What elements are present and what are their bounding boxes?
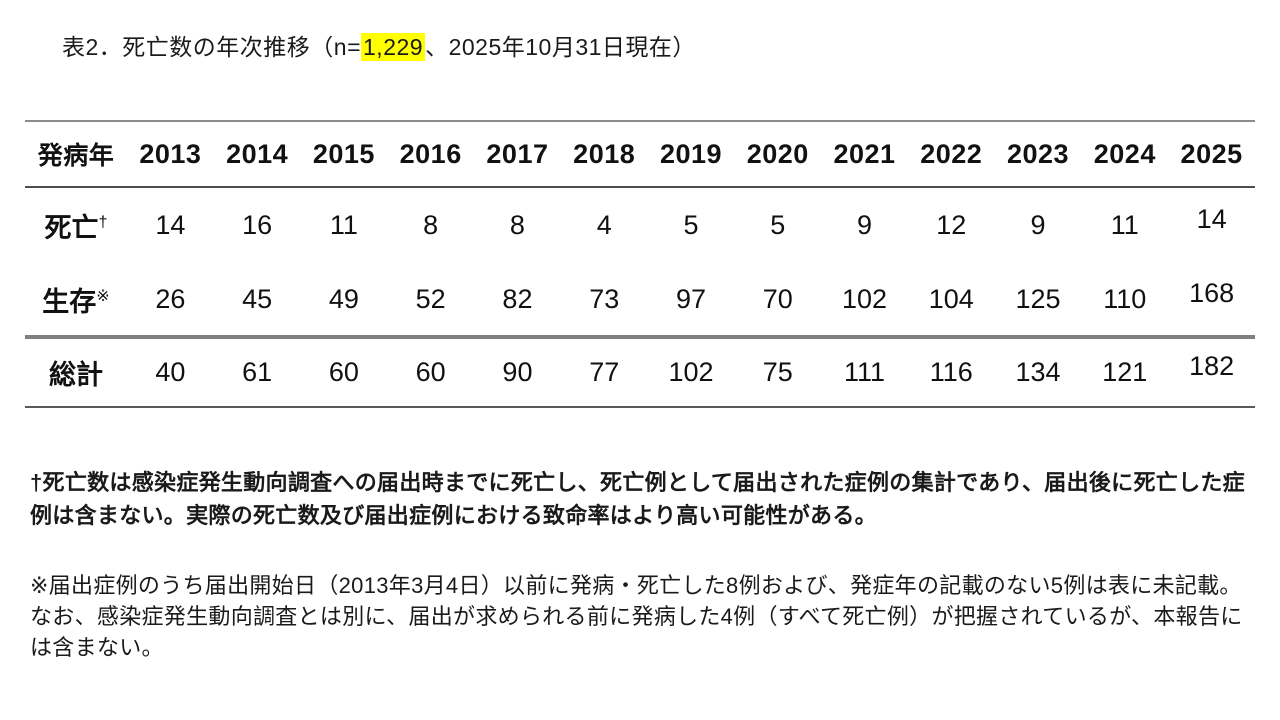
- data-cell: 12: [936, 210, 967, 240]
- row-label-survivors: 生存※: [25, 263, 127, 337]
- data-cell: 77: [589, 357, 620, 387]
- data-cell: 60: [328, 357, 359, 387]
- row-label-text: 死亡: [44, 213, 99, 243]
- data-cell: 45: [242, 283, 273, 314]
- data-cell: 110: [1103, 283, 1147, 314]
- row-label-text: 総計: [49, 360, 103, 390]
- data-cell: 9: [856, 210, 873, 240]
- table-row-survivors: 生存※ 26 45 49 52 82 73 97 70 102 104 125 …: [25, 263, 1255, 337]
- year-header: 2024: [1093, 138, 1156, 169]
- data-cell: 26: [155, 283, 186, 314]
- data-cell: 73: [589, 283, 620, 314]
- page-title: 表2．死亡数の年次推移（n=1,229、2025年10月31日現在）: [62, 28, 696, 62]
- year-header: 2019: [659, 138, 723, 169]
- data-cell-value: 14: [1196, 204, 1227, 234]
- corner-header: 発病年: [37, 142, 115, 170]
- data-cell: 11: [329, 210, 358, 240]
- year-header: 2023: [1007, 138, 1070, 169]
- footnote-exclusions-note: ※届出症例のうち届出開始日（2013年3月4日）以前に発病・死亡した8例および、…: [30, 573, 1243, 660]
- data-cell: 60: [415, 357, 446, 387]
- data-cell: 49: [328, 283, 359, 314]
- data-cell: 40: [155, 357, 186, 387]
- data-cell: 14: [1168, 187, 1255, 263]
- row-label-deaths: 死亡†: [25, 187, 127, 263]
- year-header: 2017: [486, 138, 549, 169]
- data-cell: 4: [596, 210, 612, 240]
- data-cell: 102: [841, 283, 888, 314]
- deaths-by-year-table-wrap: 発病年 2013 2014 2015 2016 2017 2018 2019 2…: [25, 120, 1255, 408]
- data-cell: 182: [1168, 337, 1255, 407]
- table-row-deaths: 死亡† 14 16 11 8 8 4 5 5 9 12 9 11 14: [25, 187, 1255, 263]
- year-header: 2022: [920, 138, 983, 169]
- data-cell: 11: [1110, 210, 1139, 240]
- data-cell: 104: [928, 283, 974, 314]
- year-header: 2021: [833, 138, 896, 169]
- data-cell: 61: [242, 357, 273, 387]
- data-cell: 8: [423, 210, 439, 240]
- dagger-superscript: †: [98, 214, 108, 231]
- year-header: 2018: [573, 138, 636, 169]
- data-cell: 8: [509, 210, 525, 240]
- data-cell: 134: [1015, 357, 1061, 387]
- year-header: 2013: [139, 138, 202, 169]
- data-cell: 116: [929, 357, 973, 387]
- year-header: 2015: [312, 138, 375, 169]
- deaths-by-year-table: 発病年 2013 2014 2015 2016 2017 2018 2019 2…: [25, 120, 1255, 408]
- year-header: 2014: [226, 138, 289, 169]
- data-cell: 5: [770, 210, 786, 240]
- title-suffix: 、2025年10月31日現在）: [425, 34, 696, 60]
- data-cell-value: 182: [1189, 351, 1235, 381]
- title-prefix: 表2．死亡数の年次推移（n=: [62, 34, 362, 60]
- data-cell: 75: [762, 357, 793, 387]
- year-header: 2020: [746, 138, 809, 169]
- data-cell: 111: [843, 357, 886, 387]
- data-cell: 16: [242, 210, 273, 240]
- data-cell-value: 168: [1189, 277, 1235, 308]
- row-label-text: 生存: [42, 286, 97, 317]
- data-cell: 168: [1168, 263, 1255, 337]
- data-cell: 5: [683, 210, 699, 240]
- data-cell: 125: [1015, 283, 1061, 314]
- data-cell: 121: [1102, 357, 1148, 387]
- table-row-total: 総計 40 61 60 60 90 77 102 75 111 116 134 …: [25, 337, 1255, 407]
- data-cell: 102: [668, 357, 714, 387]
- row-label-total: 総計: [25, 337, 127, 407]
- header-row: 発病年 2013 2014 2015 2016 2017 2018 2019 2…: [25, 121, 1255, 187]
- data-cell: 70: [762, 283, 793, 314]
- footnote-deaths-definition: †死亡数は感染症発生動向調査への届出時までに死亡し、死亡例として届出された症例の…: [30, 470, 1245, 528]
- data-cell: 97: [675, 283, 706, 314]
- data-cell: 9: [1030, 210, 1046, 240]
- year-header: 2025: [1180, 138, 1243, 169]
- data-cell: 14: [155, 210, 186, 240]
- highlighted-count: 1,229: [361, 33, 426, 61]
- year-header: 2016: [399, 138, 462, 169]
- data-cell: 82: [502, 283, 533, 314]
- data-cell: 90: [502, 357, 533, 387]
- reference-mark-superscript: ※: [96, 287, 110, 305]
- data-cell: 52: [415, 283, 446, 314]
